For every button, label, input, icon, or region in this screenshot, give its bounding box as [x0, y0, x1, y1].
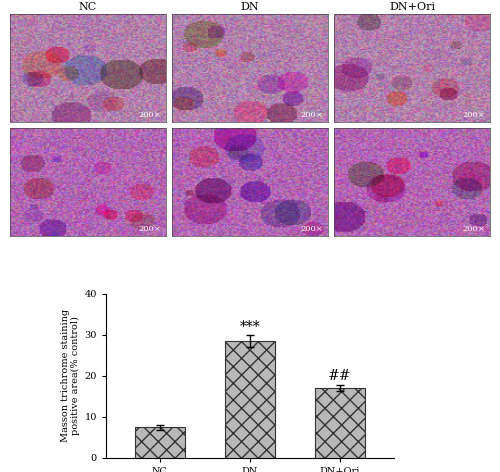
Text: 200×: 200×: [462, 111, 485, 119]
Bar: [225, 341, 275, 458]
Bar: [316, 388, 365, 458]
Text: ***: ***: [240, 320, 260, 334]
Y-axis label: Masson trichrome staining
positive area(% control): Masson trichrome staining positive area(…: [61, 309, 80, 442]
Title: DN: DN: [240, 2, 260, 12]
Text: 200×: 200×: [462, 225, 485, 233]
Title: DN+Ori: DN+Ori: [389, 2, 435, 12]
Text: 200×: 200×: [138, 111, 161, 119]
Bar: [135, 427, 185, 458]
Title: NC: NC: [79, 2, 97, 12]
Text: 200×: 200×: [300, 111, 323, 119]
Text: 200×: 200×: [138, 225, 161, 233]
Text: ##: ##: [328, 369, 352, 383]
Text: 200×: 200×: [300, 225, 323, 233]
